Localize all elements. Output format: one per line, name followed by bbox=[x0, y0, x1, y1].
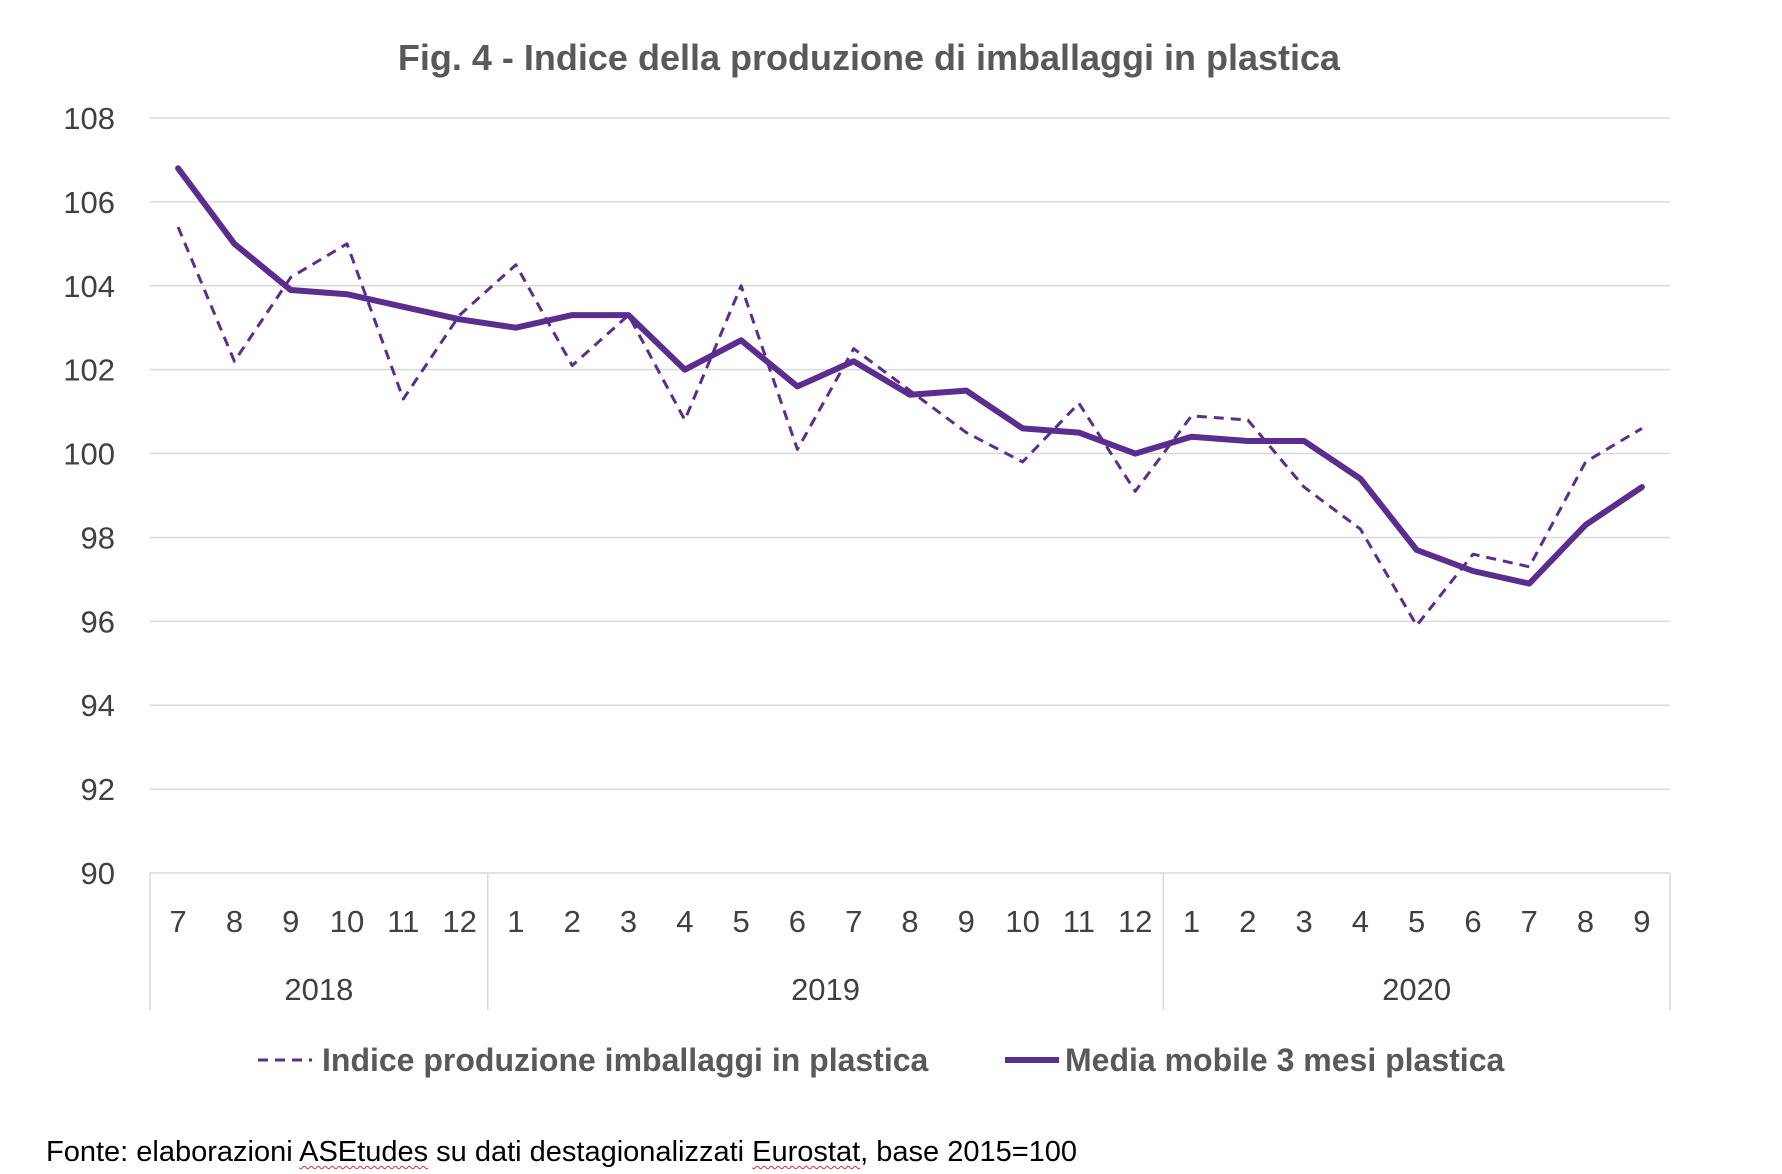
x-tick-label: 4 bbox=[676, 904, 693, 939]
x-tick-label: 3 bbox=[1295, 904, 1312, 939]
source-suffix: , base 2015=100 bbox=[860, 1136, 1078, 1168]
legend-label: Media mobile 3 mesi plastica bbox=[1065, 1042, 1504, 1078]
y-tick-label: 96 bbox=[81, 604, 115, 639]
x-tick-label: 8 bbox=[226, 904, 243, 939]
source-prefix: Fonte: elaborazioni bbox=[46, 1136, 300, 1168]
x-tick-label: 12 bbox=[1118, 904, 1152, 939]
x-tick-label: 9 bbox=[1633, 904, 1650, 939]
x-tick-label: 11 bbox=[1063, 904, 1095, 939]
y-axis-ticks: 90 92 94 96 98 100 102 104 106 108 bbox=[63, 101, 115, 891]
year-label: 2020 bbox=[1382, 972, 1451, 1007]
x-tick-label: 5 bbox=[1408, 904, 1425, 939]
y-tick-label: 90 bbox=[81, 856, 115, 891]
x-tick-label: 2 bbox=[1239, 904, 1256, 939]
x-tick-label: 3 bbox=[620, 904, 637, 939]
x-tick-label: 11 bbox=[387, 904, 419, 939]
x-tick-label: 2 bbox=[564, 904, 581, 939]
y-tick-label: 108 bbox=[63, 101, 115, 136]
x-tick-label: 12 bbox=[442, 904, 476, 939]
legend: Indice produzione imballaggi in plastica… bbox=[258, 1042, 1504, 1078]
x-tick-label: 8 bbox=[1577, 904, 1594, 939]
x-tick-label: 8 bbox=[901, 904, 918, 939]
y-tick-label: 98 bbox=[81, 520, 115, 555]
x-tick-label: 6 bbox=[1464, 904, 1481, 939]
x-tick-label: 7 bbox=[170, 904, 187, 939]
year-label: 2019 bbox=[791, 972, 860, 1007]
x-tick-label: 9 bbox=[958, 904, 975, 939]
x-tick-label: 10 bbox=[330, 904, 364, 939]
source-middle: su dati destagionalizzati bbox=[428, 1136, 753, 1168]
x-tick-label: 1 bbox=[507, 904, 524, 939]
y-tick-label: 104 bbox=[63, 269, 115, 304]
x-tick-label: 5 bbox=[732, 904, 749, 939]
y-tick-label: 92 bbox=[81, 772, 115, 807]
x-tick-label: 1 bbox=[1183, 904, 1200, 939]
y-tick-label: 102 bbox=[63, 353, 115, 388]
legend-label: Indice produzione imballaggi in plastica bbox=[322, 1042, 929, 1078]
line-chart: Fig. 4 - Indice della produzione di imba… bbox=[63, 37, 1671, 1078]
x-tick-label: 7 bbox=[1521, 904, 1538, 939]
x-tick-label: 10 bbox=[1005, 904, 1039, 939]
source-word-asetudes: ASEtudes bbox=[299, 1136, 429, 1168]
x-tick-label: 4 bbox=[1352, 904, 1369, 939]
chart-title: Fig. 4 - Indice della produzione di imba… bbox=[398, 37, 1341, 78]
gridlines bbox=[150, 117, 1670, 874]
y-tick-label: 100 bbox=[63, 437, 115, 472]
source-note: Fonte: elaborazioni ASEtudes su dati des… bbox=[46, 1136, 1077, 1169]
source-word-eurostat: Eurostat bbox=[752, 1136, 861, 1168]
series-line-1 bbox=[175, 165, 1645, 587]
y-tick-label: 106 bbox=[63, 185, 115, 220]
year-label: 2018 bbox=[284, 972, 353, 1007]
x-tick-label: 9 bbox=[282, 904, 299, 939]
y-tick-label: 94 bbox=[81, 688, 115, 723]
series-line-0 bbox=[176, 226, 1643, 627]
series-lines bbox=[175, 165, 1645, 627]
x-tick-label: 7 bbox=[845, 904, 862, 939]
x-tick-label: 6 bbox=[789, 904, 806, 939]
